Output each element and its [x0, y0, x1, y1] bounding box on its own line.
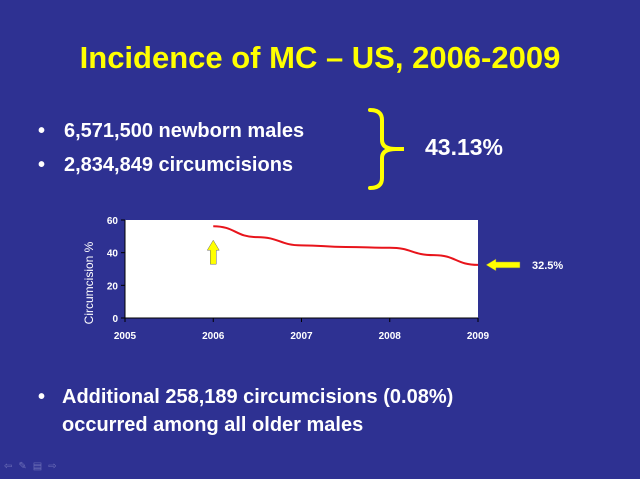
- slide-title: Incidence of MC – US, 2006-2009: [79, 40, 561, 75]
- x-tick-label: 2008: [379, 331, 402, 342]
- footer-bullet: • Additional 258,189 circumcisions (0.08…: [38, 383, 562, 439]
- x-tick-label: 2007: [290, 331, 313, 342]
- bullet-dot: •: [38, 120, 46, 142]
- footer-bullet-line1: Additional 258,189 circumcisions (0.08%): [62, 386, 454, 408]
- y-tick-label: 20: [107, 281, 119, 292]
- x-tick-label: 2006: [202, 331, 225, 342]
- pen-icon[interactable]: ✎: [18, 461, 27, 472]
- arrow-left-icon[interactable]: ⇦: [4, 461, 13, 472]
- bullet-text-circumcisions: 2,834,849 circumcisions: [64, 154, 294, 176]
- bullet-dot: •: [38, 386, 46, 408]
- y-tick-label: 0: [112, 314, 118, 325]
- left-arrow-icon: [485, 258, 521, 272]
- y-tick-label: 40: [107, 249, 119, 260]
- series-line: [213, 225, 479, 266]
- slideshow-nav: ⇦ ✎ ▤ ⇨: [4, 461, 57, 472]
- x-tick-label: 2009: [467, 331, 490, 342]
- annotation-label: 56.2%: [200, 269, 231, 281]
- up-arrow-icon: [206, 239, 220, 265]
- curly-brace-icon: [368, 108, 404, 190]
- annotation-label: 32.5%: [532, 260, 563, 272]
- bullet-text-newborns: 6,571,500 newborn males: [64, 120, 305, 142]
- x-tick-label: 2005: [114, 331, 137, 342]
- y-axis-label: Circumcision %: [82, 241, 96, 324]
- y-tick-label: 60: [107, 216, 119, 227]
- summary-percent: 43.13%: [425, 134, 504, 160]
- bullet-dot: •: [38, 154, 46, 176]
- menu-icon[interactable]: ▤: [32, 461, 43, 472]
- plot-area: [125, 220, 478, 318]
- arrow-right-icon[interactable]: ⇨: [48, 461, 57, 472]
- footer-bullet-line2: occurred among all older males: [62, 414, 364, 436]
